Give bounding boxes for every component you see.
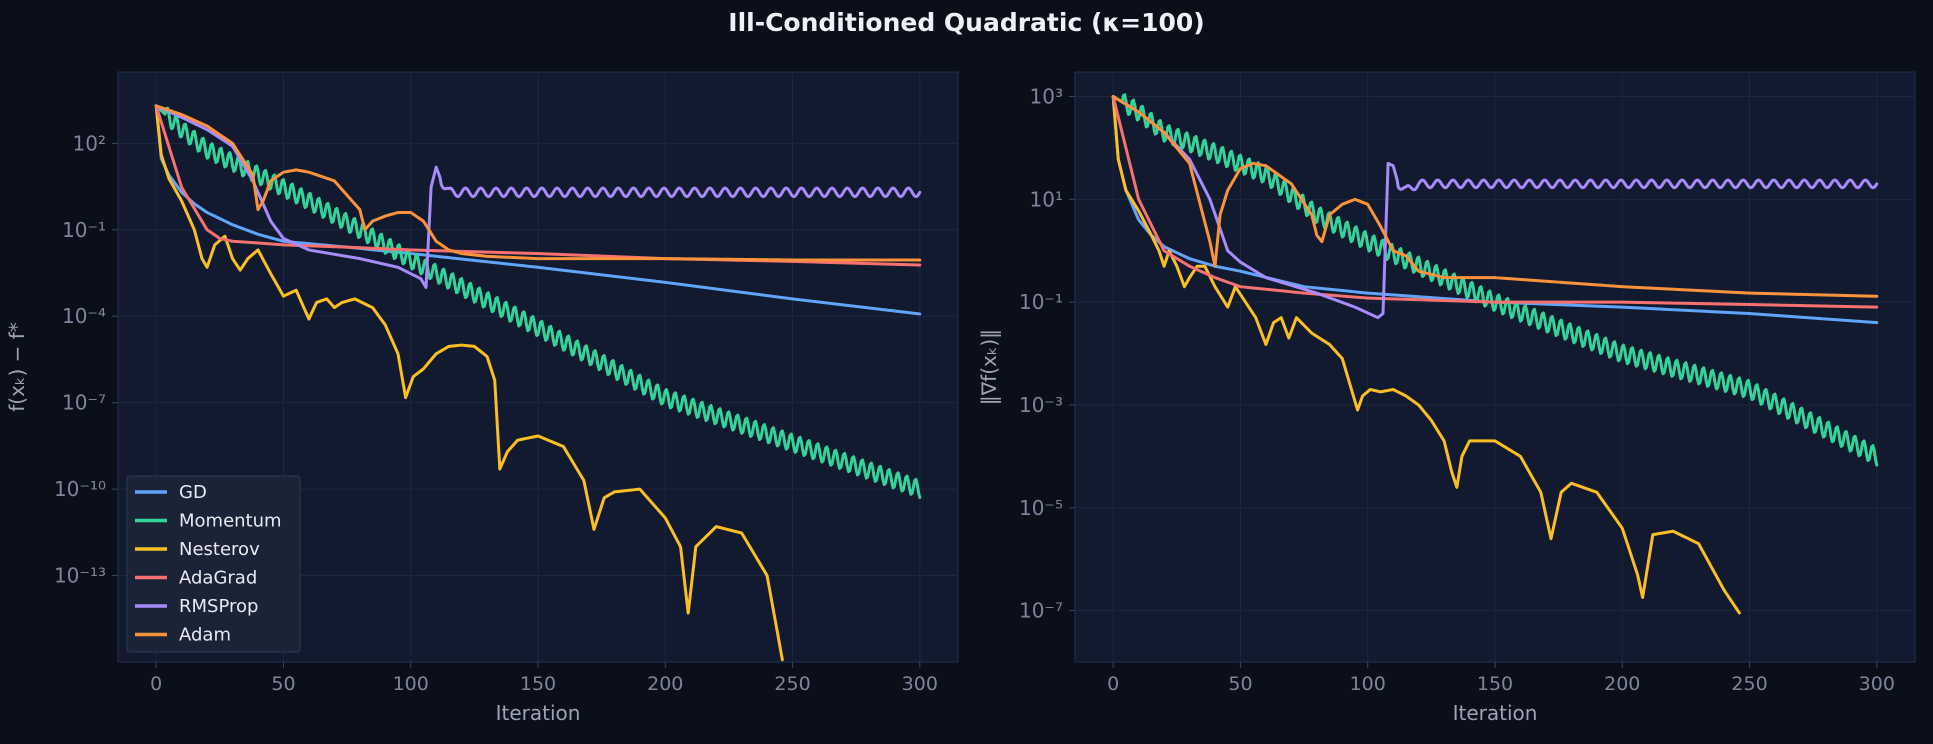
y-tick-label: 10¹ — [1030, 187, 1063, 211]
chart-panel-2: 0 50 100 150 200 250 300 10³ 10¹ 10⁻¹ 10⁻³ 10⁻⁵ 10⁻⁷… — [977, 71, 1916, 725]
x-tick-label: 300 — [1859, 673, 1895, 695]
series-line-adagrad — [1111, 95, 1879, 309]
x-axis-label: Iteration — [1453, 701, 1538, 725]
y-tick-label: 10³ — [1030, 85, 1063, 109]
x-tick-label: 150 — [520, 673, 556, 695]
series-line-momentum — [1111, 93, 1879, 467]
figure-title: Ill-Conditioned Quadratic (κ=100) — [728, 8, 1205, 37]
chart-panel-1: 0 50 100 150 200 250 300 10² 10⁻¹ 10⁻⁴ 10⁻⁷ 10⁻¹⁰ 10… — [5, 71, 959, 725]
series-group — [154, 104, 922, 662]
y-tick-label: 10² — [73, 131, 106, 155]
x-tick-label: 100 — [1350, 673, 1386, 695]
y-tick-label: 10⁻⁷ — [62, 391, 106, 415]
x-tick-label: 250 — [1731, 673, 1767, 695]
x-tick-label: 150 — [1477, 673, 1513, 695]
x-tick-label: 200 — [647, 673, 683, 695]
series-line-adam — [1111, 95, 1879, 298]
y-tick-label: 10⁻⁵ — [1019, 496, 1063, 520]
legend-label-nesterov: Nesterov — [179, 539, 260, 560]
x-tick-label: 0 — [150, 673, 162, 695]
y-tick-label: 10⁻⁷ — [1019, 599, 1063, 623]
x-tick-label: 50 — [271, 673, 295, 695]
x-tick-label: 50 — [1228, 673, 1252, 695]
x-tick-label: 100 — [393, 673, 429, 695]
x-axis-label: Iteration — [496, 701, 581, 725]
y-tick-label: 10⁻³ — [1019, 393, 1063, 417]
series-line-gd — [154, 104, 922, 316]
y-tick-label: 10⁻⁴ — [62, 304, 106, 328]
legend-label-momentum: Momentum — [179, 511, 282, 532]
series-line-rmsprop — [154, 104, 922, 289]
series-group — [1111, 93, 1879, 615]
y-tick-label: 10⁻¹⁰ — [54, 477, 106, 501]
x-tick-label: 250 — [774, 673, 810, 695]
legend-box — [126, 475, 301, 653]
legend-label-gd: GD — [179, 482, 207, 503]
x-tick-label: 300 — [902, 673, 938, 695]
series-line-adam — [154, 104, 922, 262]
legend-label-rmsprop: RMSProp — [179, 596, 258, 617]
series-line-rmsprop — [1111, 95, 1879, 320]
series-line-nesterov — [1111, 95, 1741, 615]
y-axis-label: f(xₖ) − f* — [5, 322, 29, 412]
y-tick-label: 10⁻¹ — [1019, 290, 1063, 314]
y-tick-label: 10⁻¹ — [62, 218, 106, 242]
y-tick-label: 10⁻¹³ — [54, 564, 106, 588]
x-tick-label: 0 — [1107, 673, 1119, 695]
legend-label-adam: Adam — [179, 625, 231, 646]
legend-label-adagrad: AdaGrad — [179, 568, 257, 589]
series-line-momentum — [154, 104, 922, 500]
y-axis-label: ‖∇f(xₖ)‖ — [977, 329, 1001, 405]
legend: GD Momentum Nesterov AdaGrad RMSProp Adam — [126, 475, 301, 653]
x-tick-label: 200 — [1604, 673, 1640, 695]
series-line-nesterov — [154, 104, 784, 662]
